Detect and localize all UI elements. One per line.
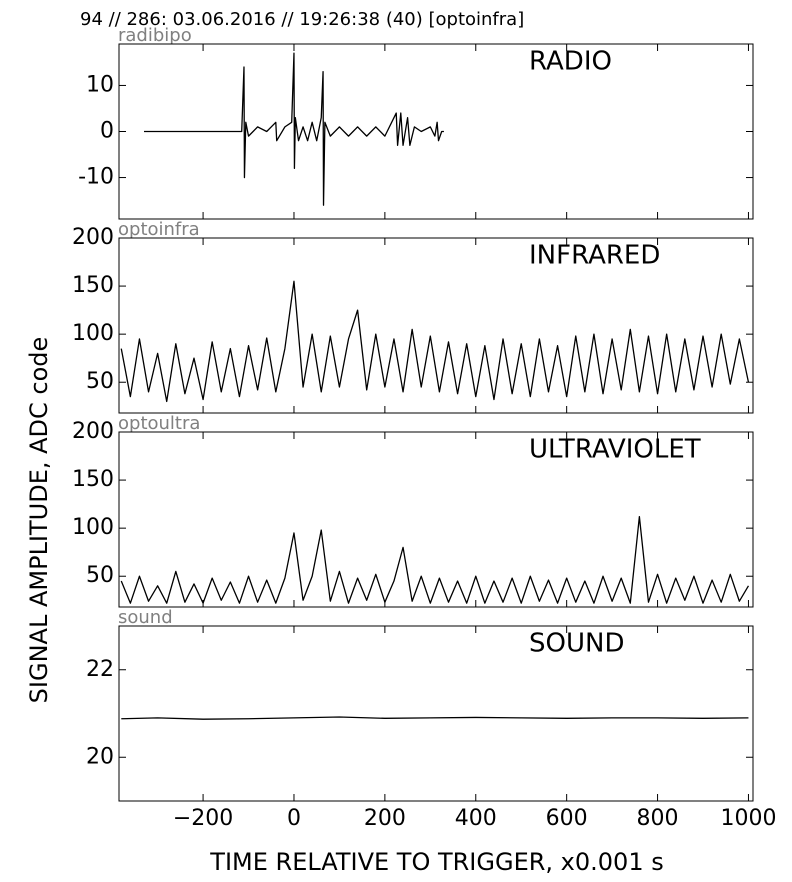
signal-line (121, 716, 749, 720)
y-axis-label: SIGNAL AMPLITUDE, ADC code (25, 337, 53, 704)
panel-label: optoinfra (118, 219, 200, 240)
y-tick-label: 50 (86, 369, 114, 394)
y-tick-label: 10 (86, 72, 114, 97)
x-tick-label: 800 (637, 806, 679, 831)
signal-line (120, 515, 750, 604)
plot-frame (118, 237, 754, 414)
y-tick-label: -10 (78, 165, 114, 190)
panel-title: ULTRAVIOLET (529, 435, 701, 465)
panel-title: SOUND (529, 629, 624, 659)
y-tick-label: 150 (72, 273, 114, 298)
panel-label: radibipo (118, 25, 192, 46)
signal-line (120, 280, 750, 403)
x-tick-label: 400 (455, 806, 497, 831)
y-tick-label: 20 (86, 744, 114, 769)
y-tick-label: 100 (72, 515, 114, 540)
plot-frame (118, 43, 754, 220)
panel-label: sound (118, 607, 173, 628)
x-axis-label: TIME RELATIVE TO TRIGGER, x0.001 s (209, 848, 663, 876)
x-tick-label: 0 (287, 806, 301, 831)
y-tick-label: 50 (86, 563, 114, 588)
y-tick-label: 22 (86, 657, 114, 682)
plot-frame (118, 625, 754, 802)
x-tick-label: 1000 (720, 806, 776, 831)
x-tick-label: 200 (364, 806, 406, 831)
plot-frame (118, 431, 754, 608)
panel-title: RADIO (529, 47, 612, 77)
x-tick-label: 600 (546, 806, 588, 831)
y-tick-label: 100 (72, 321, 114, 346)
header: 94 // 286: 03.06.2016 // 19:26:38 (40) [… (80, 9, 524, 30)
panel-title: INFRARED (529, 241, 660, 271)
panel-label: optoultra (118, 413, 200, 434)
y-tick-label: 0 (100, 119, 114, 144)
x-tick-label: −200 (173, 806, 233, 831)
y-tick-label: 200 (72, 419, 114, 444)
signal-line (144, 52, 444, 206)
y-tick-label: 200 (72, 225, 114, 250)
y-tick-label: 150 (72, 467, 114, 492)
